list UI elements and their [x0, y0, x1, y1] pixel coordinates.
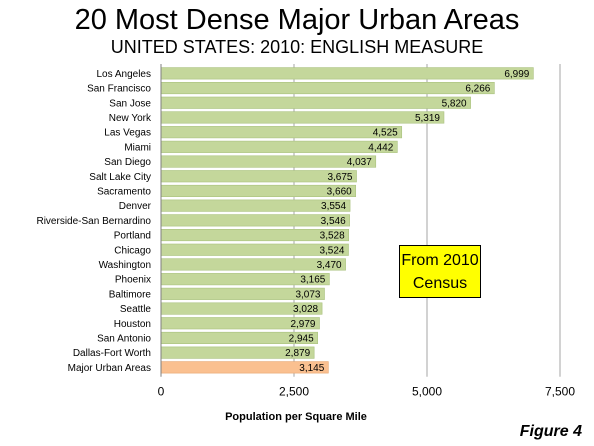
bar — [160, 67, 534, 80]
x-tick-label: 7,500 — [545, 385, 575, 399]
value-label: 3,145 — [299, 363, 324, 374]
category-label: Las Vegas — [104, 128, 151, 139]
value-label: 3,660 — [327, 186, 352, 197]
value-label: 3,675 — [327, 172, 352, 183]
value-label: 6,266 — [465, 84, 490, 95]
bars — [160, 67, 534, 374]
category-label: Sacramento — [97, 186, 151, 197]
value-label: 2,979 — [290, 319, 315, 330]
category-label: Riverside-San Bernardino — [36, 216, 151, 227]
value-label: 4,037 — [347, 157, 372, 168]
value-label: 5,820 — [442, 98, 467, 109]
value-label: 2,879 — [285, 348, 310, 359]
category-label: Dallas-Fort Worth — [73, 348, 151, 359]
value-label: 3,470 — [317, 260, 342, 271]
category-label: Major Urban Areas — [68, 363, 151, 374]
census-callout: From 2010 Census — [399, 245, 481, 298]
category-label: Houston — [114, 319, 151, 330]
bar — [160, 96, 471, 109]
value-label: 4,442 — [368, 142, 393, 153]
category-label: Denver — [119, 201, 152, 212]
category-label: Portland — [114, 231, 151, 242]
category-label: Chicago — [114, 245, 151, 256]
category-label: Miami — [124, 142, 151, 153]
value-label: 3,028 — [293, 304, 318, 315]
x-tick-label: 2,500 — [279, 385, 309, 399]
value-label: 3,165 — [300, 275, 325, 286]
x-axis-label: Population per Square Mile — [225, 411, 367, 423]
value-label: 6,999 — [504, 69, 529, 80]
callout-line-1: From 2010 — [401, 252, 479, 269]
value-label: 3,524 — [319, 245, 344, 256]
value-label: 5,319 — [415, 113, 440, 124]
category-label: Baltimore — [109, 289, 152, 300]
bar — [160, 111, 445, 124]
category-label: San Jose — [109, 98, 151, 109]
bar — [160, 155, 377, 168]
bar — [160, 140, 398, 153]
category-label: San Francisco — [87, 84, 151, 95]
category-labels: Los Angeles San Francisco San Jose New York… — [36, 69, 152, 374]
bar — [160, 82, 495, 95]
category-label: New York — [109, 113, 152, 124]
value-label: 3,073 — [295, 289, 320, 300]
category-label: San Diego — [104, 157, 151, 168]
value-label: 2,945 — [289, 333, 314, 344]
x-tick-label: 5,000 — [412, 385, 442, 399]
category-label: Los Angeles — [97, 69, 152, 80]
value-label: 3,528 — [320, 231, 345, 242]
chart-title: 20 Most Dense Major Urban Areas — [74, 4, 520, 36]
category-label: San Antonio — [97, 333, 151, 344]
value-label: 4,525 — [373, 128, 398, 139]
category-label: Washington — [99, 260, 151, 271]
category-label: Seattle — [120, 304, 152, 315]
category-label: Phoenix — [115, 275, 151, 286]
axes: 0 2,500 5,000 7,500 — [158, 64, 575, 399]
value-label: 3,546 — [321, 216, 346, 227]
x-tick-label: 0 — [158, 385, 165, 399]
bar — [160, 126, 403, 139]
chart-subtitle: UNITED STATES: 2010: ENGLISH MEASURE — [110, 37, 484, 57]
figure-label: Figure 4 — [519, 423, 582, 440]
callout-line-2: Census — [412, 275, 468, 292]
category-label: Salt Lake City — [89, 172, 151, 183]
value-label: 3,554 — [321, 201, 346, 212]
